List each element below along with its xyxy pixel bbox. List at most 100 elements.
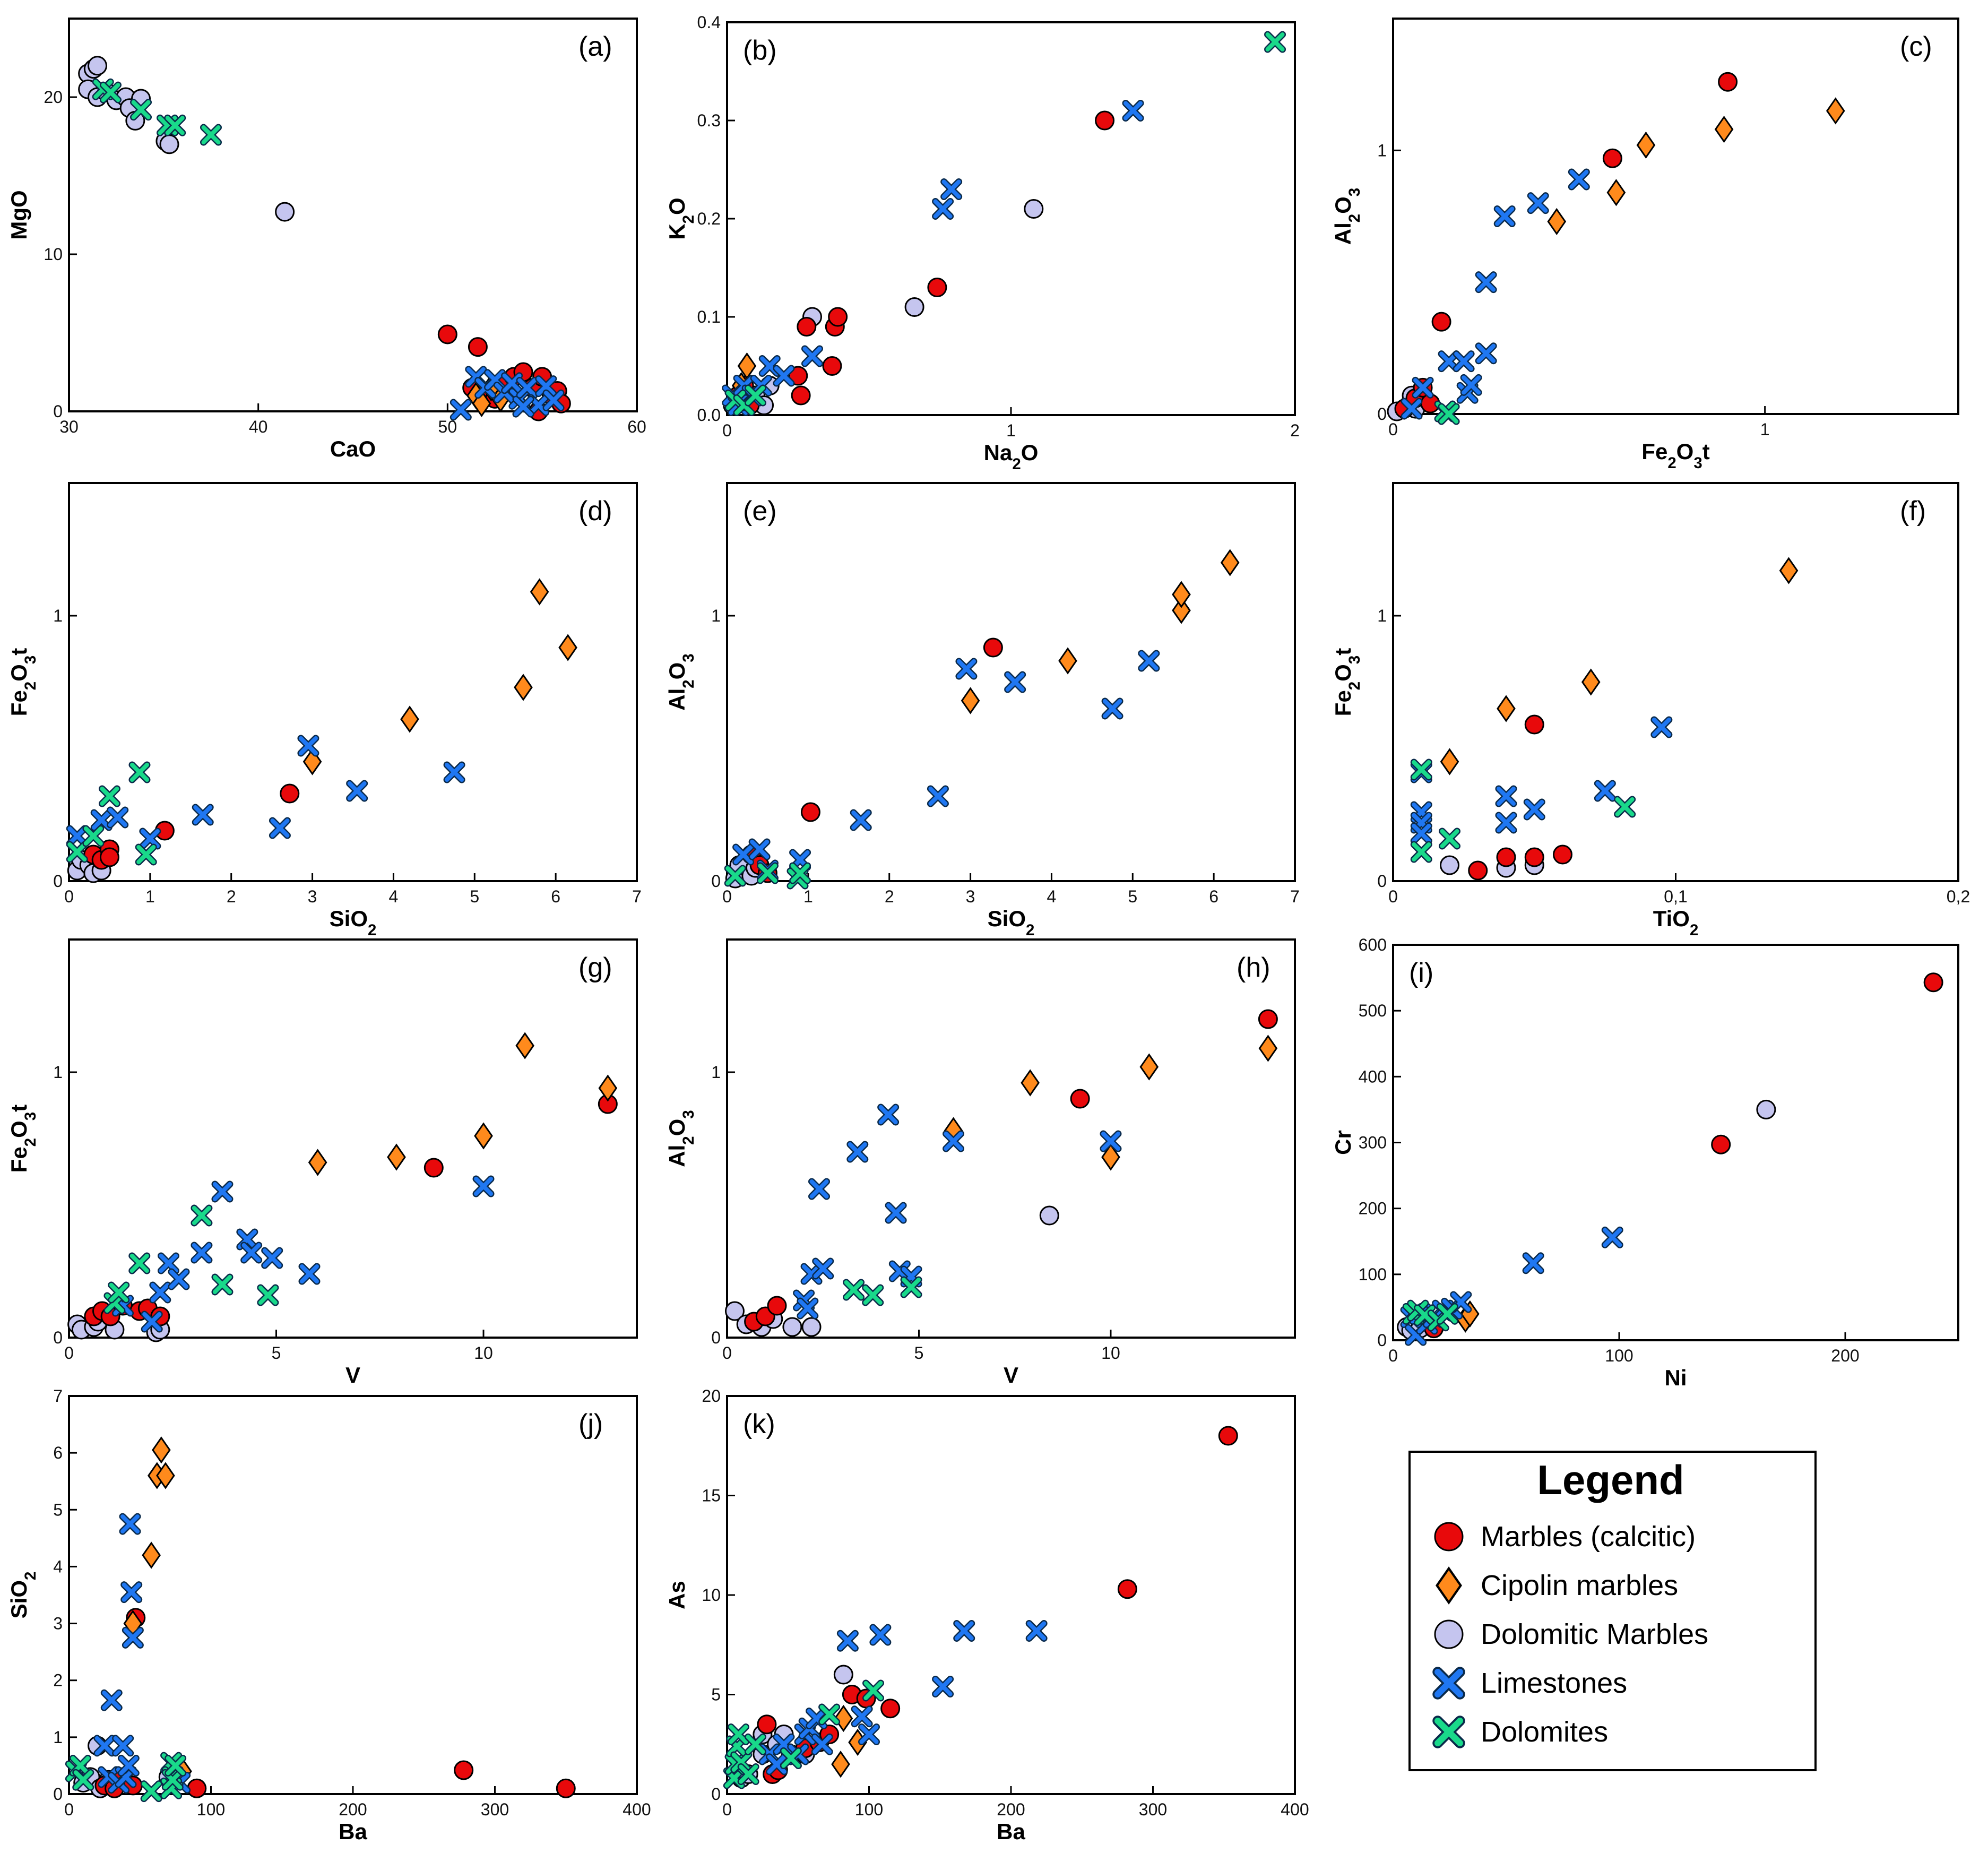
data-point-limestones — [450, 399, 472, 421]
y-tick-label: 600 — [1359, 935, 1387, 954]
data-point-dolomites — [843, 1279, 865, 1301]
data-point-limestones — [261, 1247, 283, 1269]
x-tick-label: 2 — [227, 887, 236, 906]
x-axis-label: SiO2 — [330, 906, 377, 939]
x-tick-label: 400 — [1281, 1800, 1309, 1819]
data-point-limestones — [748, 838, 771, 860]
y-tick-label: 1 — [53, 606, 63, 625]
data-point-limestones — [1601, 1226, 1623, 1248]
data-point-dolomites — [818, 1703, 841, 1726]
legend-item-marbles: Marbles (calcitic) — [1434, 1521, 1696, 1553]
plot-frame — [1392, 482, 1959, 882]
data-point-cipolin — [515, 1032, 534, 1059]
panel-b: 0 1 2 0.0 0.1 0.2 0.3 0.4 Na2O K2O (b) — [664, 13, 1300, 473]
data-point-marbles — [1468, 860, 1488, 881]
panel-k: 0 100 200 300 400 0 5 10 15 20 Ba As (k) — [664, 1386, 1309, 1844]
x-tick-label: 0 — [722, 1800, 732, 1819]
data-point-marbles — [454, 1760, 474, 1780]
y-tick-label: 5 — [53, 1500, 63, 1519]
x-tick-label: 10 — [1101, 1343, 1120, 1363]
data-point-marbles — [828, 307, 848, 327]
legend-label: Limestones — [1481, 1667, 1627, 1699]
y-tick-label: 100 — [1359, 1265, 1387, 1284]
panel-c: 0 1 0 1 Fe2O3t Al2O3 (c) — [1330, 18, 1959, 472]
x-tick-label: 0 — [722, 421, 732, 440]
x-tick-label: 4 — [1047, 887, 1057, 906]
data-point-limestones — [1101, 697, 1123, 720]
data-point-dolomites — [211, 1273, 234, 1296]
data-point-limestones — [535, 375, 557, 398]
data-point-limestones — [297, 735, 319, 757]
y-axis-label: Al2O3 — [664, 653, 697, 710]
y-axis-label: Fe2O3t — [6, 1105, 39, 1173]
series-dolomites — [724, 862, 811, 890]
data-point-cipolin — [831, 1751, 850, 1778]
data-point-cipolin — [598, 1074, 618, 1102]
data-point-cipolin — [1172, 581, 1191, 608]
data-point-dolomites — [130, 99, 152, 121]
data-point-dolomites — [900, 1276, 922, 1298]
y-tick-label: 0 — [711, 872, 721, 891]
data-point-limestones — [139, 828, 161, 850]
data-point-limestones — [1004, 671, 1026, 693]
data-point-dolomites — [1410, 759, 1432, 781]
data-point-limestones — [501, 372, 523, 394]
y-tick-label: 200 — [1359, 1199, 1387, 1218]
data-point-limestones — [191, 1242, 213, 1264]
data-point-limestones — [192, 804, 214, 826]
data-point-limestones — [808, 1178, 831, 1200]
data-point-dolomitic — [1756, 1099, 1776, 1119]
y-tick-label: 1 — [1377, 141, 1387, 160]
data-point-limestones — [846, 1141, 869, 1163]
panel-j: 0 100 200 300 400 0 1 2 3 4 5 6 7 Ba SiO2 (j) — [6, 1386, 651, 1844]
series-limestones — [450, 366, 565, 421]
data-point-limestones — [1460, 374, 1482, 396]
x-tick-label: 200 — [339, 1800, 367, 1819]
series-dolomites — [1434, 400, 1460, 425]
y-tick-label: 3 — [53, 1614, 63, 1633]
data-point-limestones — [932, 198, 954, 220]
data-point-cipolin — [1779, 557, 1799, 584]
legend-marker-marbles — [1434, 1522, 1464, 1552]
data-point-limestones — [927, 785, 949, 807]
data-point-limestones — [869, 1624, 892, 1646]
series-dolomites — [1402, 1299, 1458, 1332]
data-point-limestones — [885, 1202, 907, 1224]
data-point-marbles — [1258, 1009, 1278, 1029]
data-point-marbles — [757, 1714, 777, 1735]
data-point-marbles — [1553, 844, 1572, 865]
plot-frame — [68, 18, 638, 412]
data-point-cipolin — [1021, 1069, 1040, 1097]
y-axis-label: As — [664, 1581, 689, 1609]
series-marbles — [1468, 714, 1572, 881]
x-tick-label: 4 — [389, 887, 399, 906]
data-point-limestones — [90, 809, 113, 831]
data-point-dolomites — [737, 1763, 759, 1785]
data-point-marbles — [1095, 110, 1115, 131]
data-point-dolomitic — [833, 1665, 853, 1685]
data-point-cipolin — [530, 578, 549, 606]
data-point-limestones — [1122, 100, 1144, 122]
legend-item-cipolin: Cipolin marbles — [1436, 1566, 1678, 1605]
y-tick-label: 0 — [53, 872, 63, 891]
legend-marker-limestones — [1432, 1667, 1465, 1700]
x-tick-label: 300 — [481, 1800, 509, 1819]
data-point-marbles — [1070, 1089, 1090, 1109]
data-point-limestones — [811, 1733, 833, 1755]
plot-frame — [68, 1395, 638, 1795]
x-tick-label: 200 — [997, 1800, 1025, 1819]
y-tick-label: 4 — [53, 1557, 63, 1576]
legend-frame — [1408, 1451, 1817, 1771]
panel-label: (f) — [1900, 496, 1926, 527]
data-point-dolomites — [1436, 1303, 1458, 1325]
data-point-limestones — [943, 1130, 965, 1152]
data-point-cipolin — [474, 1122, 493, 1150]
y-axis-label: Al2O3 — [664, 1110, 697, 1167]
data-point-limestones — [812, 1257, 834, 1280]
y-tick-label: 0 — [53, 402, 63, 421]
x-tick-label: 40 — [249, 417, 268, 436]
data-point-marbles — [767, 1296, 787, 1316]
y-tick-label: 400 — [1359, 1067, 1387, 1086]
x-tick-label: 0 — [64, 1800, 74, 1819]
